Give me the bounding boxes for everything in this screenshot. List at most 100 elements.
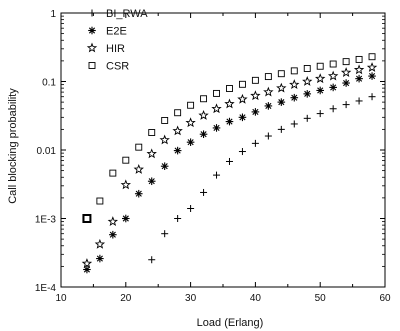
x-tick-label: 60 [379,293,391,304]
marker-shape [226,85,233,92]
x-axis: 10 20 30 40 50 60 [55,13,391,304]
data-point [199,130,208,139]
data-point [173,146,182,155]
data-point [251,108,260,116]
data-point [316,62,324,70]
marker-stroke [278,99,285,106]
marker-shape [251,76,259,84]
data-point [81,258,93,268]
marker-stroke [356,75,363,82]
marker-stroke [304,90,311,97]
marker-stroke [368,73,376,80]
marker-stroke [200,131,207,138]
data-point [174,215,182,222]
data-point [122,214,130,223]
marker-shape [276,82,287,93]
data-point [161,230,169,238]
marker-shape [264,73,272,81]
data-point [303,65,311,72]
marker-shape [213,89,220,97]
marker-shape [303,65,311,72]
marker-shape [353,64,365,75]
data-point [213,171,221,179]
legend-label: BI_RWA [106,8,148,20]
data-point [224,98,235,109]
data-point [316,86,324,95]
marker-shape [211,103,222,114]
data-point [303,114,311,122]
data-point [135,143,143,151]
marker-shape [94,238,106,249]
data-point [96,197,104,205]
marker-shape [366,62,378,72]
marker-shape [83,215,91,222]
marker-stroke [148,178,155,185]
marker-shape [342,58,350,66]
legend-item-bi-rwa: BI_RWA [88,8,148,20]
marker-shape [340,67,352,77]
data-point [187,204,195,212]
data-point [355,55,363,63]
data-point [276,82,287,93]
data-point [366,62,378,72]
marker-shape [290,67,298,75]
marker-stroke [252,108,259,115]
marker-shape [368,53,376,61]
marker-stroke [291,94,298,101]
y-tick-label: 1 [50,9,56,20]
legend-label: CSR [106,61,129,73]
y-tick-label: 0.1 [42,78,56,89]
marker-shape [289,79,300,90]
x-tick-label: 20 [120,293,132,304]
marker-shape [200,95,208,103]
data-point [264,132,272,140]
data-point [159,134,170,145]
marker-stroke [187,139,194,146]
data-point [315,73,326,84]
y-axis: 1E-4 1E-3 0.01 0.1 1 [35,9,385,294]
data-point [303,90,312,98]
legend-marker [88,62,96,69]
data-point [340,67,352,77]
data-point [225,157,233,165]
marker-shape [329,60,337,68]
data-point [225,117,234,126]
data-point [200,95,208,103]
marker-shape [96,197,104,205]
data-point [213,89,220,97]
data-point [185,117,196,128]
data-point [198,109,209,120]
x-axis-label: Load (Erlang) [197,317,264,329]
data-point [238,148,246,156]
data-point [316,110,324,118]
data-point [289,79,300,90]
data-point [277,70,285,78]
marker-stroke [88,27,96,34]
marker-stroke [330,84,337,91]
data-point [161,117,169,124]
marker-shape [159,134,170,145]
x-tick-label: 30 [185,293,197,304]
marker-stroke [161,163,168,170]
data-point [277,125,285,133]
marker-shape [198,109,209,120]
marker-shape [187,101,195,109]
data-point [342,58,350,66]
legend-marker [88,9,96,17]
x-tick-label: 10 [55,293,67,304]
legend-item-e2e: E2E [88,26,127,38]
data-point [290,93,299,102]
data-point [368,53,376,61]
data-point [355,97,363,105]
marker-shape [135,143,143,151]
marker-shape [133,163,144,174]
data-point [251,139,259,147]
marker-shape [109,169,117,177]
data-point [146,148,157,159]
data-point [251,76,259,84]
x-tick-label: 50 [315,293,327,304]
data-point [327,70,339,81]
marker-stroke [239,114,246,121]
data-point [329,60,337,68]
